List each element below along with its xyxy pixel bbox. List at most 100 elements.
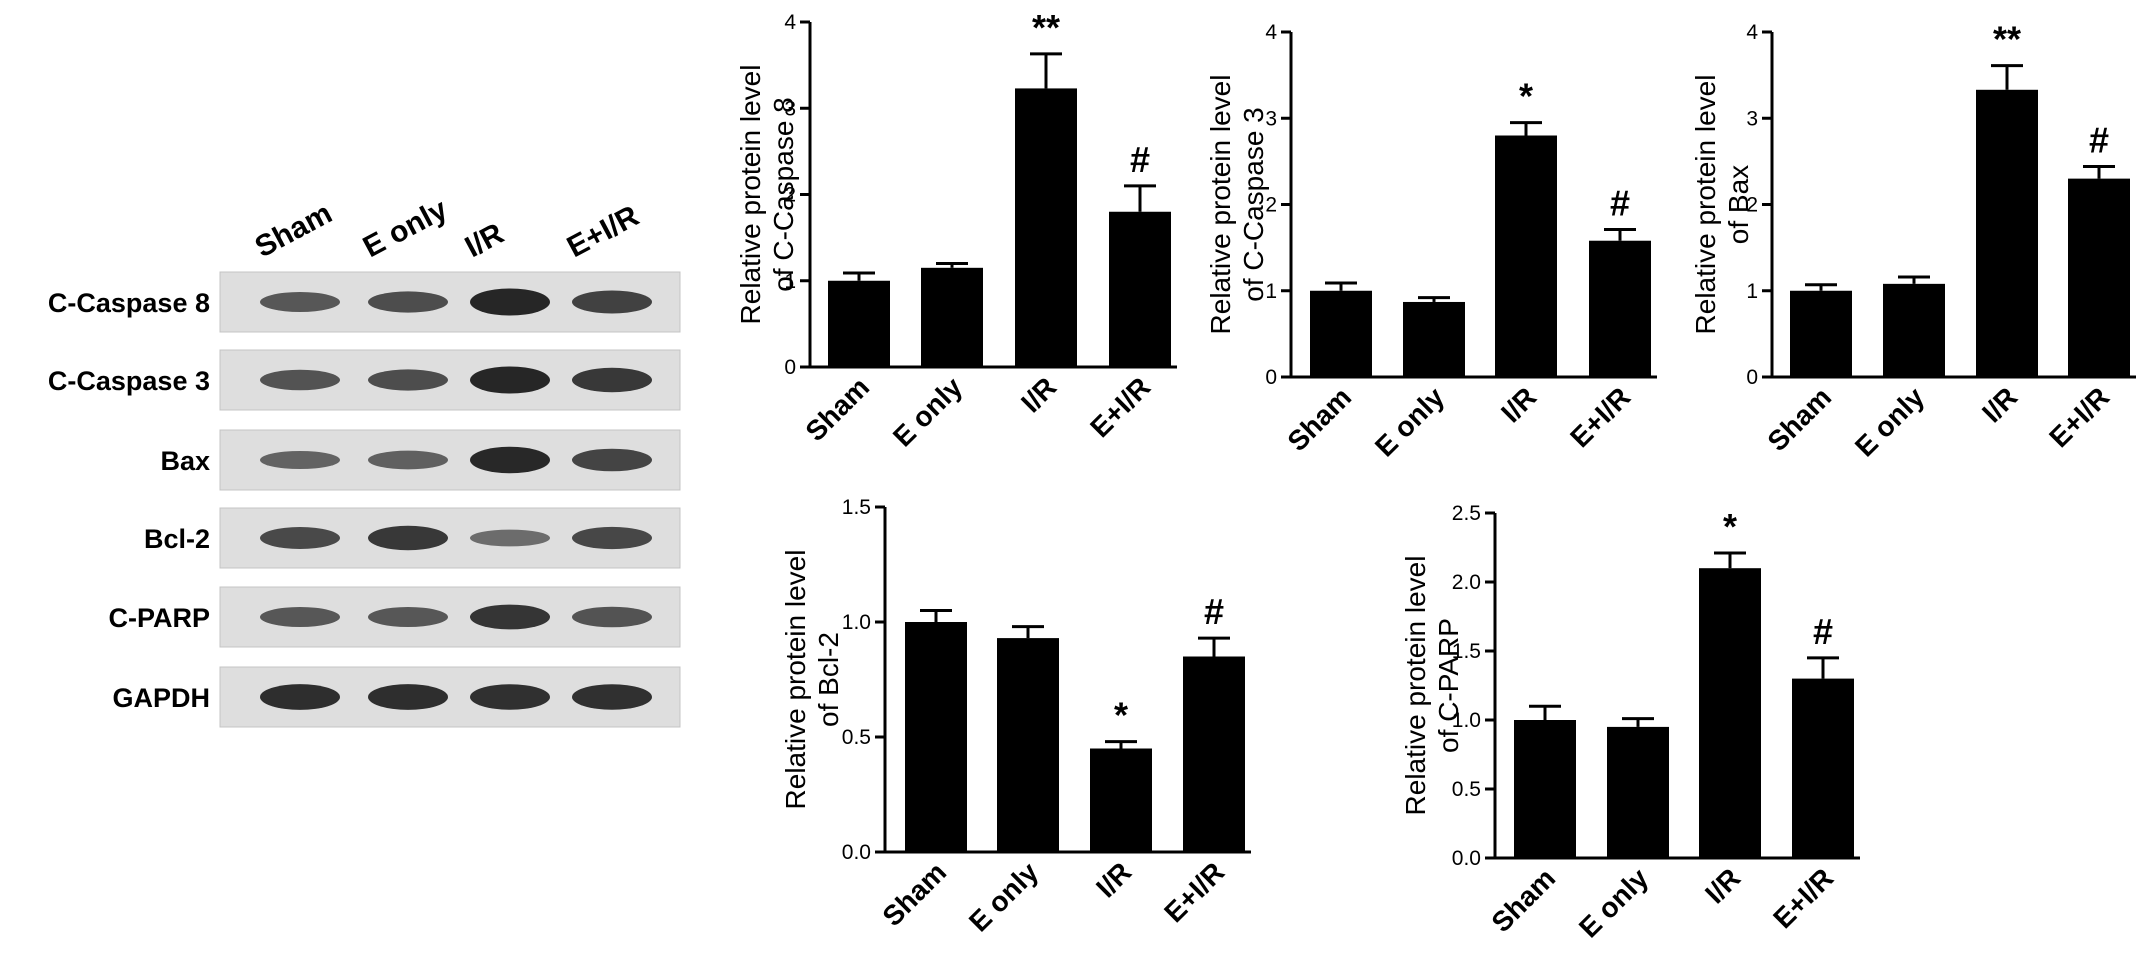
y-tick-label: 4: [1265, 21, 1277, 44]
blot-row: C-Caspase 3: [48, 349, 681, 411]
blot-band: [368, 369, 448, 391]
bar: [1109, 211, 1171, 367]
blot-band: [260, 369, 340, 391]
bar: [1310, 290, 1372, 377]
blot-band: [470, 529, 550, 547]
blot-row-label: C-Caspase 3: [48, 366, 210, 396]
y-tick-label: 1: [784, 270, 796, 293]
bar: [1699, 568, 1761, 858]
x-tick-label: E only: [1849, 381, 1931, 463]
significance-marker: *: [1114, 695, 1128, 736]
x-tick-label: E only: [1573, 862, 1655, 944]
blot-row-label: Bcl-2: [144, 524, 210, 554]
blot-band: [572, 526, 652, 550]
blot-band: [572, 606, 652, 628]
y-tick-label: 2.0: [1452, 571, 1481, 594]
blot-band: [572, 684, 652, 710]
y-axis-label: of C-PARP: [1433, 618, 1464, 753]
significance-marker: #: [1204, 591, 1224, 632]
blot-row: C-Caspase 8: [48, 271, 681, 333]
y-tick-label: 0.5: [1452, 778, 1481, 801]
blot-strip-border: [219, 429, 681, 491]
x-tick-label: Sham: [1761, 381, 1837, 457]
y-tick-label: 2: [784, 184, 796, 207]
blot-row: Bcl-2: [144, 507, 681, 569]
blot-row: GAPDH: [112, 666, 681, 728]
y-axis-label: of Bcl-2: [813, 632, 844, 727]
y-axis-label: Relative protein level: [1690, 75, 1721, 335]
x-tick-label: Sham: [1281, 381, 1357, 457]
blot-band: [260, 527, 340, 549]
blot-row: Bax: [160, 429, 681, 491]
blot-band: [260, 450, 340, 470]
y-axis-label: Relative protein level: [1205, 75, 1236, 335]
blot-band: [368, 450, 448, 470]
x-tick-label: I/R: [1495, 381, 1542, 428]
blot-row-label: Bax: [160, 446, 210, 476]
y-tick-label: 2: [1746, 194, 1758, 217]
y-axis-label: of C-Caspase 8: [768, 97, 799, 292]
blot-strip-border: [219, 349, 681, 411]
x-tick-label: E+I/R: [1158, 856, 1230, 928]
blot-band: [470, 604, 550, 630]
y-tick-label: 2.5: [1452, 502, 1481, 525]
bar: [1792, 678, 1854, 858]
significance-marker: *: [1519, 76, 1533, 117]
x-tick-label: I/R: [1976, 381, 2023, 428]
blot-row-label: C-Caspase 8: [48, 288, 210, 318]
y-tick-label: 1: [1265, 280, 1277, 303]
lane-label: E+I/R: [562, 199, 645, 264]
x-tick-label: E only: [1369, 381, 1451, 463]
blot-strip-border: [219, 586, 681, 648]
y-tick-label: 2: [1265, 194, 1277, 217]
blot-row-label: C-PARP: [108, 603, 210, 633]
blot-band: [368, 684, 448, 710]
y-axis-label: Relative protein level: [1400, 556, 1431, 816]
x-tick-label: Sham: [876, 856, 952, 932]
bar: [1883, 283, 1945, 377]
blot-band: [368, 291, 448, 313]
y-tick-label: 1.5: [842, 496, 871, 519]
significance-marker: #: [1130, 139, 1150, 180]
blot-band: [572, 290, 652, 314]
y-axis-label: of Bax: [1723, 165, 1754, 244]
y-tick-label: 3: [1265, 107, 1277, 130]
y-tick-label: 3: [1746, 107, 1758, 130]
blot-band: [470, 288, 550, 316]
x-tick-label: I/R: [1699, 862, 1746, 909]
bar: [1183, 656, 1245, 852]
bar: [1976, 89, 2038, 377]
y-tick-label: 1.0: [1452, 709, 1481, 732]
x-tick-label: E+I/R: [1084, 371, 1156, 443]
significance-marker: *: [1723, 506, 1737, 547]
blot-band: [572, 448, 652, 472]
significance-marker: #: [2089, 120, 2109, 161]
lane-label: Sham: [250, 197, 338, 264]
significance-marker: **: [1993, 19, 2021, 60]
bar: [1015, 88, 1077, 367]
y-tick-label: 0.0: [842, 841, 871, 864]
y-tick-label: 4: [1746, 21, 1758, 44]
significance-marker: **: [1032, 7, 1060, 48]
blot-band: [260, 684, 340, 710]
blot-band: [470, 366, 550, 394]
blot-band: [368, 607, 448, 627]
y-tick-label: 1.0: [842, 611, 871, 634]
y-tick-label: 1: [1746, 280, 1758, 303]
bar: [1607, 726, 1669, 858]
bar-chart: 0 1 2 3 4 Relative protein level of C-Caspase …: [1205, 21, 1657, 463]
bar: [2068, 178, 2130, 377]
blot-band: [260, 292, 340, 312]
bar: [921, 267, 983, 367]
y-tick-label: 0: [1746, 366, 1758, 389]
y-tick-label: 3: [784, 97, 796, 120]
bar: [997, 638, 1059, 852]
y-axis-label: Relative protein level: [735, 65, 766, 325]
bar-chart: 0 1 2 3 4 Relative protein level of C-Caspase …: [735, 7, 1177, 453]
x-tick-label: I/R: [1015, 371, 1062, 418]
x-tick-label: Sham: [799, 371, 875, 447]
blot-strip-border: [219, 271, 681, 333]
bar: [1090, 748, 1152, 852]
